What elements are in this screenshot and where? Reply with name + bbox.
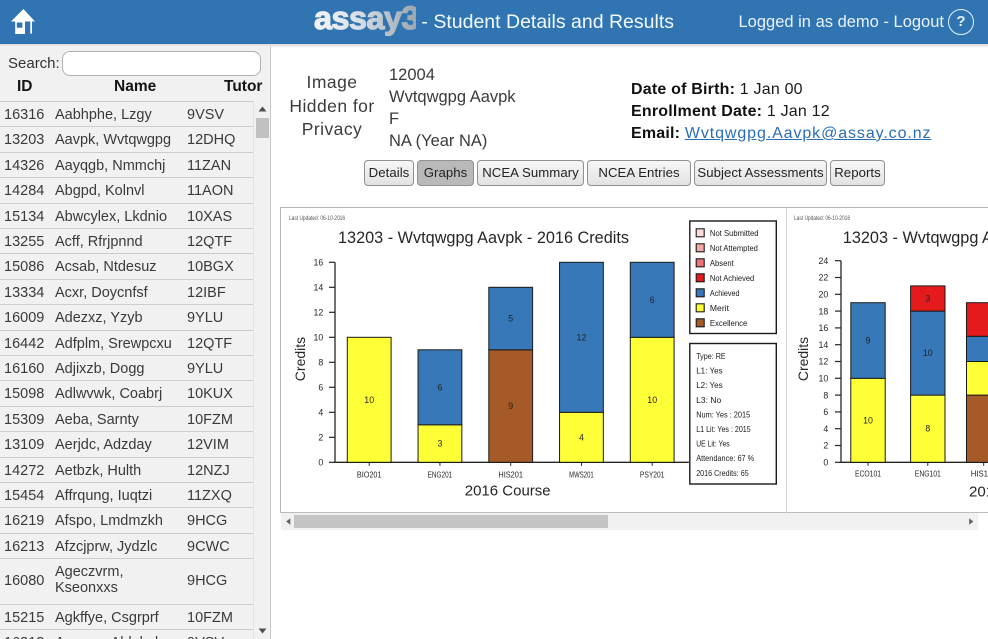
svg-text:6: 6	[437, 382, 442, 392]
svg-text:Num: Yes : 2015: Num: Yes : 2015	[696, 409, 750, 419]
svg-text:8: 8	[823, 390, 828, 400]
svg-text:12: 12	[314, 308, 324, 318]
svg-text:10: 10	[923, 348, 933, 358]
svg-text:PSY201: PSY201	[640, 470, 665, 480]
svg-text:16: 16	[314, 258, 324, 268]
svg-text:MWS201: MWS201	[569, 470, 594, 480]
svg-text:12: 12	[577, 332, 587, 342]
svg-text:13203 - Wvtqwgpg Aavpk - 2016: 13203 - Wvtqwgpg Aavpk - 2016 Credits	[843, 229, 988, 247]
svg-text:assay3: assay3	[314, 1, 416, 36]
svg-text:2016 Credits: 65: 2016 Credits: 65	[696, 468, 749, 478]
svg-text:9: 9	[508, 401, 513, 411]
svg-text:4: 4	[823, 424, 828, 434]
svg-text:L1: Yes: L1: Yes	[696, 366, 723, 376]
svg-text:14: 14	[314, 283, 324, 293]
svg-text:2: 2	[318, 433, 323, 443]
svg-text:ECO101: ECO101	[855, 468, 881, 478]
svg-text:L2: Yes: L2: Yes	[696, 380, 723, 390]
svg-text:24: 24	[819, 256, 829, 266]
svg-text:22: 22	[819, 273, 829, 283]
svg-text:18: 18	[819, 306, 829, 316]
svg-text:0: 0	[823, 458, 828, 468]
svg-text:10: 10	[863, 415, 873, 425]
svg-text:14: 14	[819, 340, 829, 350]
svg-text:Last Updated: 06-10-2016: Last Updated: 06-10-2016	[289, 215, 345, 222]
svg-text:Not Attempted: Not Attempted	[710, 243, 758, 253]
svg-text:Merit: Merit	[710, 303, 730, 313]
svg-text:6: 6	[650, 295, 655, 305]
svg-text:Type: RE: Type: RE	[696, 351, 726, 361]
svg-text:Credits: Credits	[292, 337, 308, 381]
svg-text:BIO201: BIO201	[357, 470, 382, 480]
svg-text:Excellence: Excellence	[710, 318, 748, 328]
svg-text:L1 Lit: Yes : 2015: L1 Lit: Yes : 2015	[696, 424, 751, 434]
svg-text:6: 6	[823, 407, 828, 417]
svg-text:8: 8	[318, 358, 323, 368]
svg-text:10: 10	[819, 374, 829, 384]
svg-text:4: 4	[318, 408, 323, 418]
svg-text:9: 9	[866, 336, 871, 346]
svg-text:10: 10	[314, 333, 324, 343]
svg-text:2: 2	[823, 441, 828, 451]
svg-text:Last Updated: 06-10-2016: Last Updated: 06-10-2016	[794, 215, 850, 222]
svg-text:Not Achieved: Not Achieved	[710, 273, 755, 283]
svg-text:16: 16	[819, 323, 829, 333]
svg-text:10: 10	[647, 395, 657, 405]
svg-text:Absent: Absent	[710, 258, 735, 268]
svg-text:20: 20	[819, 290, 829, 300]
svg-text:3: 3	[437, 439, 442, 449]
svg-text:2016 Course: 2016 Course	[969, 484, 988, 501]
svg-text:HIS201: HIS201	[498, 470, 523, 480]
svg-text:13203 - Wvtqwgpg Aavpk - 2016: 13203 - Wvtqwgpg Aavpk - 2016 Credits	[338, 229, 629, 247]
svg-text:HIS101: HIS101	[971, 468, 988, 478]
svg-text:Credits: Credits	[795, 337, 811, 381]
svg-text:UE Lit: Yes: UE Lit: Yes	[696, 439, 730, 449]
svg-text:4: 4	[579, 432, 584, 442]
svg-text:6: 6	[318, 383, 323, 393]
svg-text:L3: No: L3: No	[696, 395, 721, 405]
svg-text:Attendance: 67 %: Attendance: 67 %	[696, 453, 754, 463]
svg-text:10: 10	[364, 395, 374, 405]
svg-text:0: 0	[318, 458, 323, 468]
svg-text:12: 12	[819, 357, 829, 367]
svg-text:ENG101: ENG101	[915, 468, 941, 478]
svg-text:Not Submitted: Not Submitted	[710, 228, 759, 238]
svg-text:5: 5	[508, 314, 513, 324]
svg-text:8: 8	[925, 424, 930, 434]
svg-text:2016 Course: 2016 Course	[465, 483, 551, 500]
svg-text:3: 3	[925, 294, 930, 304]
svg-text:Achieved: Achieved	[710, 288, 740, 298]
svg-text:ENG201: ENG201	[428, 470, 453, 480]
